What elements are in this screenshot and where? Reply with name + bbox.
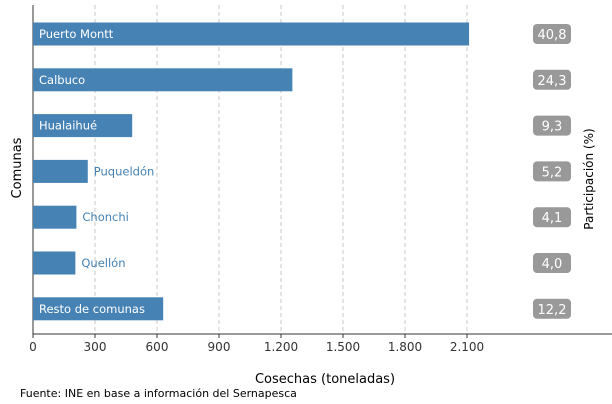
bar [33,297,164,321]
y2-axis-title: Participación (%) [582,128,596,229]
bar [33,159,88,183]
x-tick-label: 0 [29,340,37,354]
x-axis-title: Cosechas (toneladas) [255,372,395,387]
share-label: 4,0 [542,257,563,272]
share-badge [533,115,571,136]
share-badge [533,161,571,182]
bar [33,68,293,92]
x-tick-label: 1.500 [326,340,360,354]
source-caption: Fuente: INE en base a información del Se… [20,387,297,400]
share-badges: 40,8 24,3 9,3 5,2 4,1 4,0 12,2 [533,24,571,319]
share-label: 40,8 [538,28,567,43]
x-tick-label: 1.200 [264,340,298,354]
x-tick-label: 900 [208,340,231,354]
share-badge [533,207,571,228]
bar-label: Chonchi [82,210,128,224]
bar [33,205,77,229]
share-badge [533,24,571,44]
gridlines [94,5,468,334]
x-tick-label: 2.100 [450,340,484,354]
x-axis-ticks: 0 300 600 900 1.200 1.500 1.800 2.100 [29,334,484,354]
share-badge [533,69,571,90]
y-axis-title: Comunas [10,137,25,198]
x-tick-label: 600 [146,340,169,354]
share-label: 9,3 [542,120,563,135]
bar-label: Puerto Montt [39,27,114,41]
share-label: 5,2 [542,165,563,180]
share-label: 4,1 [542,211,563,226]
bar-label: Resto de comunas [39,302,145,316]
bar-label: Hualaihué [39,119,97,133]
bar [33,114,133,138]
share-label: 24,3 [538,74,567,89]
bar-label: Puqueldón [94,164,155,178]
x-tick-label: 300 [84,340,107,354]
bars: Puerto Montt Calbuco Hualaihué Puqueldón Cho… [33,22,470,321]
bar-label: Quellón [81,256,125,270]
bar [33,22,470,46]
x-tick-label: 1.800 [388,340,422,354]
bar [33,251,76,275]
share-badge [533,298,571,319]
share-badge [533,253,571,273]
share-label: 12,2 [538,303,567,318]
bar-label: Calbuco [39,73,85,87]
